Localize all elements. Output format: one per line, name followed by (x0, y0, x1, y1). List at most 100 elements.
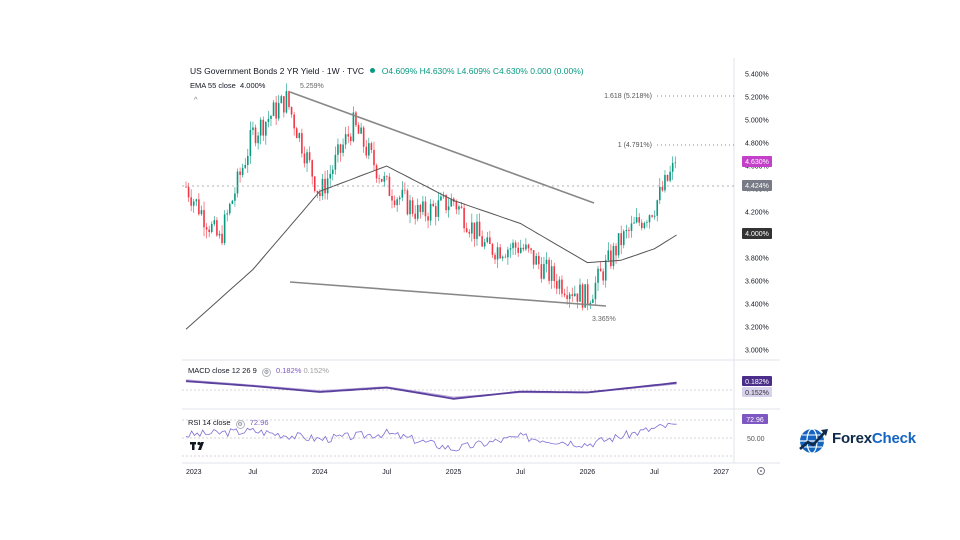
price-axis[interactable]: 5.400%5.200%5.000%4.800%4.600%4.400%4.20… (745, 72, 769, 355)
symbol-title[interactable]: US Government Bonds 2 YR Yield · 1W · TV… (190, 66, 365, 76)
signal-tag: 0.152% (745, 390, 769, 397)
candle-body (203, 210, 205, 228)
candle-body (496, 247, 499, 260)
candle-body (558, 279, 561, 289)
candle-body (216, 220, 218, 236)
candle-body (319, 192, 321, 197)
time-axis-label: Jul (382, 469, 391, 476)
candle-body (584, 284, 586, 308)
candle-body (504, 256, 507, 258)
candle-body (666, 174, 669, 181)
time-axis[interactable]: 2023 Jul 2024 Jul 2025 Jul 2026 Jul 2027 (186, 469, 729, 476)
candle-body (378, 178, 380, 179)
chart-canvas[interactable]: 1.618 (5.218%) 1 (4.791%) 5.259% 3.365% … (182, 58, 780, 480)
candle-body (339, 144, 342, 153)
candle-body (373, 149, 375, 166)
candle-body (429, 203, 432, 221)
candle-body (543, 263, 545, 279)
candle-body (522, 247, 525, 250)
candle-body (285, 91, 288, 113)
candle-body (579, 284, 581, 302)
candle-body (401, 189, 404, 198)
candle-body (295, 128, 298, 139)
candle-body (571, 294, 574, 296)
rsi-legend[interactable]: RSI 14 close ⚙ 72.96 (188, 418, 269, 429)
candle-body (416, 204, 419, 219)
ema-55-line (185, 165, 677, 330)
price-axis-label: 4.800% (745, 141, 769, 148)
chart-frame: 1.618 (5.218%) 1 (4.791%) 5.259% 3.365% … (182, 58, 780, 480)
candle-body (563, 293, 566, 296)
candle-body (324, 178, 326, 194)
macd-settings-icon[interactable]: ⚙ (261, 368, 271, 377)
candle-body (592, 299, 594, 303)
rsi-settings-icon[interactable]: ⚙ (235, 420, 245, 429)
candle-body (393, 200, 396, 206)
candle-body (514, 242, 517, 248)
candle-body (252, 127, 254, 131)
candle-body (270, 115, 272, 119)
candle-body (599, 268, 602, 272)
macd-legend[interactable]: MACD close 12 26 9 ⚙ 0.182% 0.152% (188, 366, 329, 377)
candle-body (257, 135, 259, 144)
time-axis-label: Jul (650, 469, 659, 476)
candle-body (375, 165, 378, 179)
candle-body (643, 223, 646, 229)
ema-legend-collapse[interactable]: ^ (194, 95, 198, 104)
candle-body (674, 162, 677, 164)
candle-body (437, 200, 440, 217)
candle-body (625, 229, 628, 232)
candle-body (617, 233, 620, 256)
candle-body (450, 198, 453, 207)
settings-gear-icon[interactable] (757, 467, 765, 475)
candle-body (409, 200, 411, 215)
rsi-tag-bg (742, 414, 768, 424)
forexcheck-logo[interactable]: ForexCheck (798, 425, 922, 455)
candle-body (221, 233, 223, 244)
last-price-tag: 4.630% (745, 159, 769, 166)
candle-body (499, 247, 501, 259)
candle-body (566, 295, 568, 299)
candle-body (630, 223, 633, 231)
hline-tag-bg (742, 180, 772, 191)
candle-body (272, 102, 275, 116)
time-axis-label: Jul (248, 469, 257, 476)
candle-body (404, 189, 406, 191)
candle-body (386, 176, 388, 177)
ema-legend[interactable]: EMA 55 close 4.000% (190, 81, 266, 90)
candle-body (468, 231, 471, 234)
candle-body (210, 223, 213, 233)
candle-body (610, 250, 612, 267)
candle-body (622, 231, 625, 246)
price-axis-label: 3.200% (745, 325, 769, 332)
price-axis-label: 3.400% (745, 302, 769, 309)
candle-body (344, 134, 347, 145)
candle-body (342, 144, 344, 153)
candle-body (347, 134, 350, 137)
candle-body (491, 244, 494, 255)
candle-body (476, 221, 478, 239)
candle-body (198, 199, 200, 215)
candle-body (185, 186, 187, 188)
tradingview-logo[interactable] (190, 441, 204, 450)
candle-body (640, 222, 643, 229)
candle-body (247, 155, 249, 165)
time-axis-label: 2024 (312, 469, 328, 476)
trough-label: 3.365% (592, 316, 616, 323)
candle-body (280, 96, 283, 104)
candle-body (447, 206, 450, 211)
candle-body (648, 215, 651, 223)
candle-body (231, 200, 234, 204)
candle-body (651, 215, 653, 217)
candle-body (267, 118, 270, 122)
candle-body (481, 236, 483, 247)
candle-body (463, 207, 465, 229)
candle-body (213, 220, 216, 224)
rsi-tag: 72.96 (746, 417, 764, 424)
candle-body (586, 284, 589, 305)
candle-body (473, 222, 476, 239)
candle-body (218, 233, 221, 236)
candle-body (638, 217, 641, 223)
candle-body (306, 152, 308, 164)
time-axis-label: Jul (516, 469, 525, 476)
